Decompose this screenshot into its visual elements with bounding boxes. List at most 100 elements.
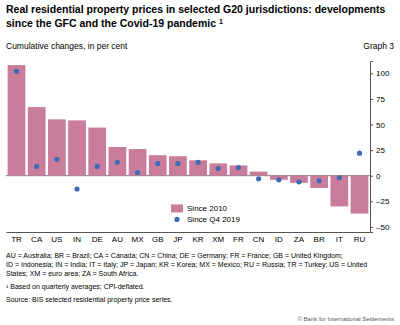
y-tick-mark <box>370 99 373 100</box>
bar <box>310 176 328 188</box>
y-axis: –50 –25 0 25 50 75 100 <box>370 62 390 233</box>
x-axis-line <box>7 232 371 233</box>
y-tick-mark <box>370 73 373 74</box>
legend-swatch <box>171 204 183 212</box>
abbreviations: AU = Australia; BR = Brazil; CA = Canada… <box>6 252 343 260</box>
y-tick: 25 <box>370 146 385 155</box>
y-tick: 100 <box>370 69 390 78</box>
graph-label: Graph 3 <box>363 41 394 51</box>
point <box>317 178 322 183</box>
x-tick-label: MX <box>132 235 145 244</box>
bar <box>351 176 369 214</box>
legend-label: Since 2010 <box>187 204 228 213</box>
x-tick: ZA <box>294 232 305 244</box>
point <box>54 157 59 162</box>
x-tick-label: FR <box>233 235 244 244</box>
point <box>276 177 281 182</box>
chart: Real residential property prices in sele… <box>0 0 400 325</box>
x-axis: TRCAUSINDEAUMXGBJPKRXMFRCNIDZABRITRU <box>7 232 371 244</box>
point <box>135 170 140 175</box>
title-line: since the GFC and the Covid-19 pandemic <box>6 17 219 29</box>
y-tick: 50 <box>370 121 385 130</box>
x-tick-label: ZA <box>294 235 305 244</box>
x-tick-label: TR <box>11 235 22 244</box>
bar <box>230 165 248 175</box>
point <box>115 160 120 165</box>
y-tick-label: –50 <box>376 223 390 232</box>
bar <box>8 65 26 176</box>
x-tick-label: IT <box>336 235 343 244</box>
point <box>175 161 180 166</box>
bar <box>129 149 147 176</box>
x-tick-label: DE <box>92 235 103 244</box>
x-tick: RU <box>354 232 366 244</box>
point <box>95 164 100 169</box>
x-tick: IT <box>336 232 343 244</box>
y-tick-mark <box>370 176 373 177</box>
legend-label: Since Q4 2019 <box>187 215 240 224</box>
copyright: © Bank for International Settlements <box>298 316 394 322</box>
y-tick: –50 <box>370 223 390 232</box>
bar <box>109 147 127 176</box>
y-axis-line <box>371 62 374 233</box>
bar <box>149 155 167 175</box>
x-tick: DE <box>92 232 103 244</box>
x-tick-label: AU <box>112 235 123 244</box>
x-tick-label: CA <box>31 235 43 244</box>
x-tick-label: XM <box>212 235 224 244</box>
y-tick-label: 50 <box>376 121 385 130</box>
y-tick: 75 <box>370 95 385 104</box>
series-0 <box>8 65 369 213</box>
x-tick: MX <box>132 232 145 244</box>
x-tick: BR <box>314 232 325 244</box>
bar <box>28 107 46 176</box>
bar <box>88 128 106 176</box>
source: Source: BIS selected residential propert… <box>6 296 173 304</box>
point <box>195 160 200 165</box>
y-tick-label: 0 <box>376 172 381 181</box>
point <box>236 165 241 170</box>
title-line: Real residential property prices in sele… <box>6 3 385 15</box>
x-tick-label: US <box>51 235 62 244</box>
x-tick-label: JP <box>173 235 182 244</box>
point <box>296 179 301 184</box>
point <box>34 164 39 169</box>
x-tick: TR <box>11 232 22 244</box>
y-tick-mark <box>370 150 373 151</box>
point <box>74 186 79 191</box>
point <box>155 161 160 166</box>
point <box>14 69 19 74</box>
bar <box>48 119 66 175</box>
x-tick-label: CN <box>253 235 265 244</box>
point <box>337 175 342 180</box>
y-tick-label: 75 <box>376 95 385 104</box>
x-tick: ID <box>275 232 283 244</box>
bar <box>250 172 268 176</box>
bar <box>169 156 187 175</box>
y-tick-label: 25 <box>376 146 385 155</box>
x-tick-label: RU <box>354 235 366 244</box>
y-tick-label: 100 <box>376 69 390 78</box>
bar <box>189 160 207 175</box>
x-tick: IN <box>73 232 81 244</box>
x-tick: FR <box>233 232 244 244</box>
x-tick: GB <box>152 232 164 244</box>
x-tick-label: ID <box>275 235 283 244</box>
x-tick-label: GB <box>152 235 164 244</box>
y-tick: 0 <box>370 172 381 181</box>
subtitle: Cumulative changes, in per cent <box>6 41 128 51</box>
y-tick: –25 <box>370 197 390 206</box>
bar <box>68 120 86 175</box>
x-tick: XM <box>212 232 224 244</box>
point <box>357 151 362 156</box>
x-tick: JP <box>173 232 182 244</box>
x-tick: CN <box>253 232 265 244</box>
x-tick: US <box>51 232 62 244</box>
y-tick-mark <box>370 227 373 228</box>
bar <box>330 176 348 207</box>
title-note: 1 <box>219 18 223 25</box>
series-1 <box>14 69 362 192</box>
x-tick: AU <box>112 232 123 244</box>
point <box>256 176 261 181</box>
x-tick: CA <box>31 232 43 244</box>
